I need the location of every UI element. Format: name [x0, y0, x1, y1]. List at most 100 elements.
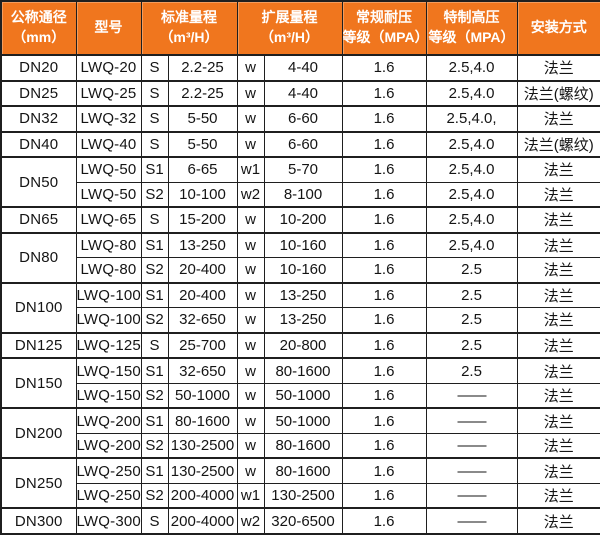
table-row: DN25 LWQ-25 S 2.2-25 w 4-40 1.6 2.5,4.0 …: [0, 79, 600, 107]
cell-install: 法兰: [516, 281, 600, 309]
table-row: DN125 LWQ-125 S 25-700 w 20-800 1.6 2.5 …: [0, 331, 600, 359]
table-row: DN32 LWQ-32 S 5-50 w 6-60 1.6 2.5,4.0, 法…: [0, 105, 600, 133]
table-row: LWQ-150 S2 50-1000 w 50-1000 1.6 —— 法兰: [1, 382, 600, 409]
cell-ext-range: 50-1000: [263, 382, 343, 409]
cell-std-range: 32-650: [167, 357, 238, 384]
cell-install: 法兰: [516, 206, 600, 234]
header-nominal-diameter: 公称通径 （mm）: [0, 0, 77, 56]
cell-std-code: S: [140, 331, 169, 359]
cell-high-pressure: 2.5,4.0: [425, 206, 518, 234]
cell-ext-code: w: [236, 281, 265, 309]
cell-dn: DN250: [0, 457, 77, 509]
cell-std-range: 130-2500: [167, 432, 238, 459]
cell-model: LWQ-80: [75, 257, 142, 284]
cell-ext-code: w: [236, 54, 265, 82]
cell-std-code: S: [140, 54, 169, 82]
table-row: DN50 LWQ-50 S1 6-65 w1 5-70 1.6 2.5,4.0 …: [0, 156, 600, 208]
cell-pressure: 1.6: [341, 482, 427, 509]
cell-dn: DN100: [0, 281, 77, 334]
cell-std-code: S2: [140, 432, 169, 459]
cell-pressure: 1.6: [341, 331, 427, 359]
cell-model: LWQ-80: [75, 231, 142, 259]
cell-std-code: S2: [140, 482, 169, 509]
cell-high-pressure: 2.5,4.0: [425, 130, 518, 158]
table-row: LWQ-250 S2 200-4000 w1 130-2500 1.6 —— 法…: [1, 482, 600, 509]
table-row: DN80 LWQ-80 S1 13-250 w 10-160 1.6 2.5,4…: [0, 231, 600, 284]
cell-ext-range: 20-800: [263, 331, 343, 359]
cell-std-range: 200-4000: [167, 482, 238, 509]
cell-std-code: S: [140, 130, 169, 158]
cell-pressure: 1.6: [341, 357, 427, 384]
cell-install: 法兰: [516, 331, 600, 359]
header-extended-range: 扩展量程 （m³/H）: [236, 0, 343, 56]
cell-std-code: S1: [140, 281, 169, 309]
table-row: DN20 LWQ-20 S 2.2-25 w 4-40 1.6 2.5,4.0 …: [0, 54, 600, 82]
cell-pressure: 1.6: [341, 156, 427, 183]
cell-pressure: 1.6: [341, 507, 427, 535]
cell-model: LWQ-100: [75, 281, 142, 309]
cell-ext-code: w: [236, 382, 265, 409]
cell-std-code: S1: [140, 407, 169, 434]
cell-dn: DN32: [0, 105, 77, 133]
header-high-pressure: 特制高压 等级（MPA）: [425, 0, 518, 56]
cell-high-pressure: ——: [425, 432, 518, 459]
cell-ext-range: 10-200: [263, 206, 343, 234]
cell-std-range: 15-200: [167, 206, 238, 234]
cell-ext-range: 80-1600: [263, 432, 343, 459]
cell-install: 法兰: [516, 382, 600, 409]
table-row: DN150 LWQ-150 S1 32-650 w 80-1600 1.6 2.…: [0, 357, 600, 409]
cell-model: LWQ-20: [75, 54, 142, 82]
cell-high-pressure: ——: [425, 507, 518, 535]
cell-install: 法兰: [516, 407, 600, 434]
cell-pressure: 1.6: [341, 257, 427, 284]
cell-ext-code: w: [236, 257, 265, 284]
header-installation: 安装方式: [516, 0, 600, 56]
cell-high-pressure: 2.5,4.0: [425, 79, 518, 107]
cell-ext-range: 8-100: [263, 181, 343, 208]
cell-ext-code: w: [236, 130, 265, 158]
cell-model: LWQ-65: [75, 206, 142, 234]
cell-model: LWQ-50: [75, 181, 142, 208]
cell-high-pressure: 2.5: [425, 331, 518, 359]
cell-ext-code: w: [236, 231, 265, 259]
cell-model: LWQ-50: [75, 156, 142, 183]
cell-pressure: 1.6: [341, 307, 427, 334]
cell-model: LWQ-100: [75, 307, 142, 334]
cell-ext-range: 6-60: [263, 130, 343, 158]
cell-std-range: 20-400: [167, 257, 238, 284]
cell-high-pressure: 2.5: [425, 257, 518, 284]
cell-ext-code: w: [236, 407, 265, 434]
cell-install: 法兰: [516, 432, 600, 459]
cell-ext-range: 50-1000: [263, 407, 343, 434]
header-row: 公称通径 （mm） 型号 标准量程 （m³/H） 扩展量程 （m³/H） 常规耐压 等级…: [0, 0, 600, 56]
cell-high-pressure: 2.5,4.0: [425, 181, 518, 208]
table-row: DN65 LWQ-65 S 15-200 w 10-200 1.6 2.5,4.…: [0, 206, 600, 234]
cell-std-range: 130-2500: [167, 457, 238, 484]
cell-ext-code: w: [236, 457, 265, 484]
cell-pressure: 1.6: [341, 432, 427, 459]
cell-pressure: 1.6: [341, 130, 427, 158]
cell-high-pressure: 2.5: [425, 357, 518, 384]
cell-install: 法兰(螺纹): [516, 79, 600, 107]
header-standard-range: 标准量程 （m³/H）: [140, 0, 238, 56]
cell-dn: DN40: [0, 130, 77, 158]
cell-ext-range: 4-40: [263, 54, 343, 82]
cell-std-range: 80-1600: [167, 407, 238, 434]
cell-std-range: 5-50: [167, 105, 238, 133]
cell-install: 法兰: [516, 257, 600, 284]
cell-dn: DN125: [0, 331, 77, 359]
cell-std-range: 5-50: [167, 130, 238, 158]
cell-ext-range: 80-1600: [263, 457, 343, 484]
cell-high-pressure: 2.5,4.0: [425, 231, 518, 259]
cell-dn: DN25: [0, 79, 77, 107]
cell-pressure: 1.6: [341, 457, 427, 484]
header-model: 型号: [75, 0, 142, 56]
cell-ext-code: w: [236, 79, 265, 107]
cell-std-code: S2: [140, 382, 169, 409]
table-row: LWQ-80 S2 20-400 w 10-160 1.6 2.5 法兰: [1, 257, 600, 284]
cell-model: LWQ-150: [75, 357, 142, 384]
cell-model: LWQ-25: [75, 79, 142, 107]
cell-model: LWQ-250: [75, 457, 142, 484]
cell-std-range: 32-650: [167, 307, 238, 334]
